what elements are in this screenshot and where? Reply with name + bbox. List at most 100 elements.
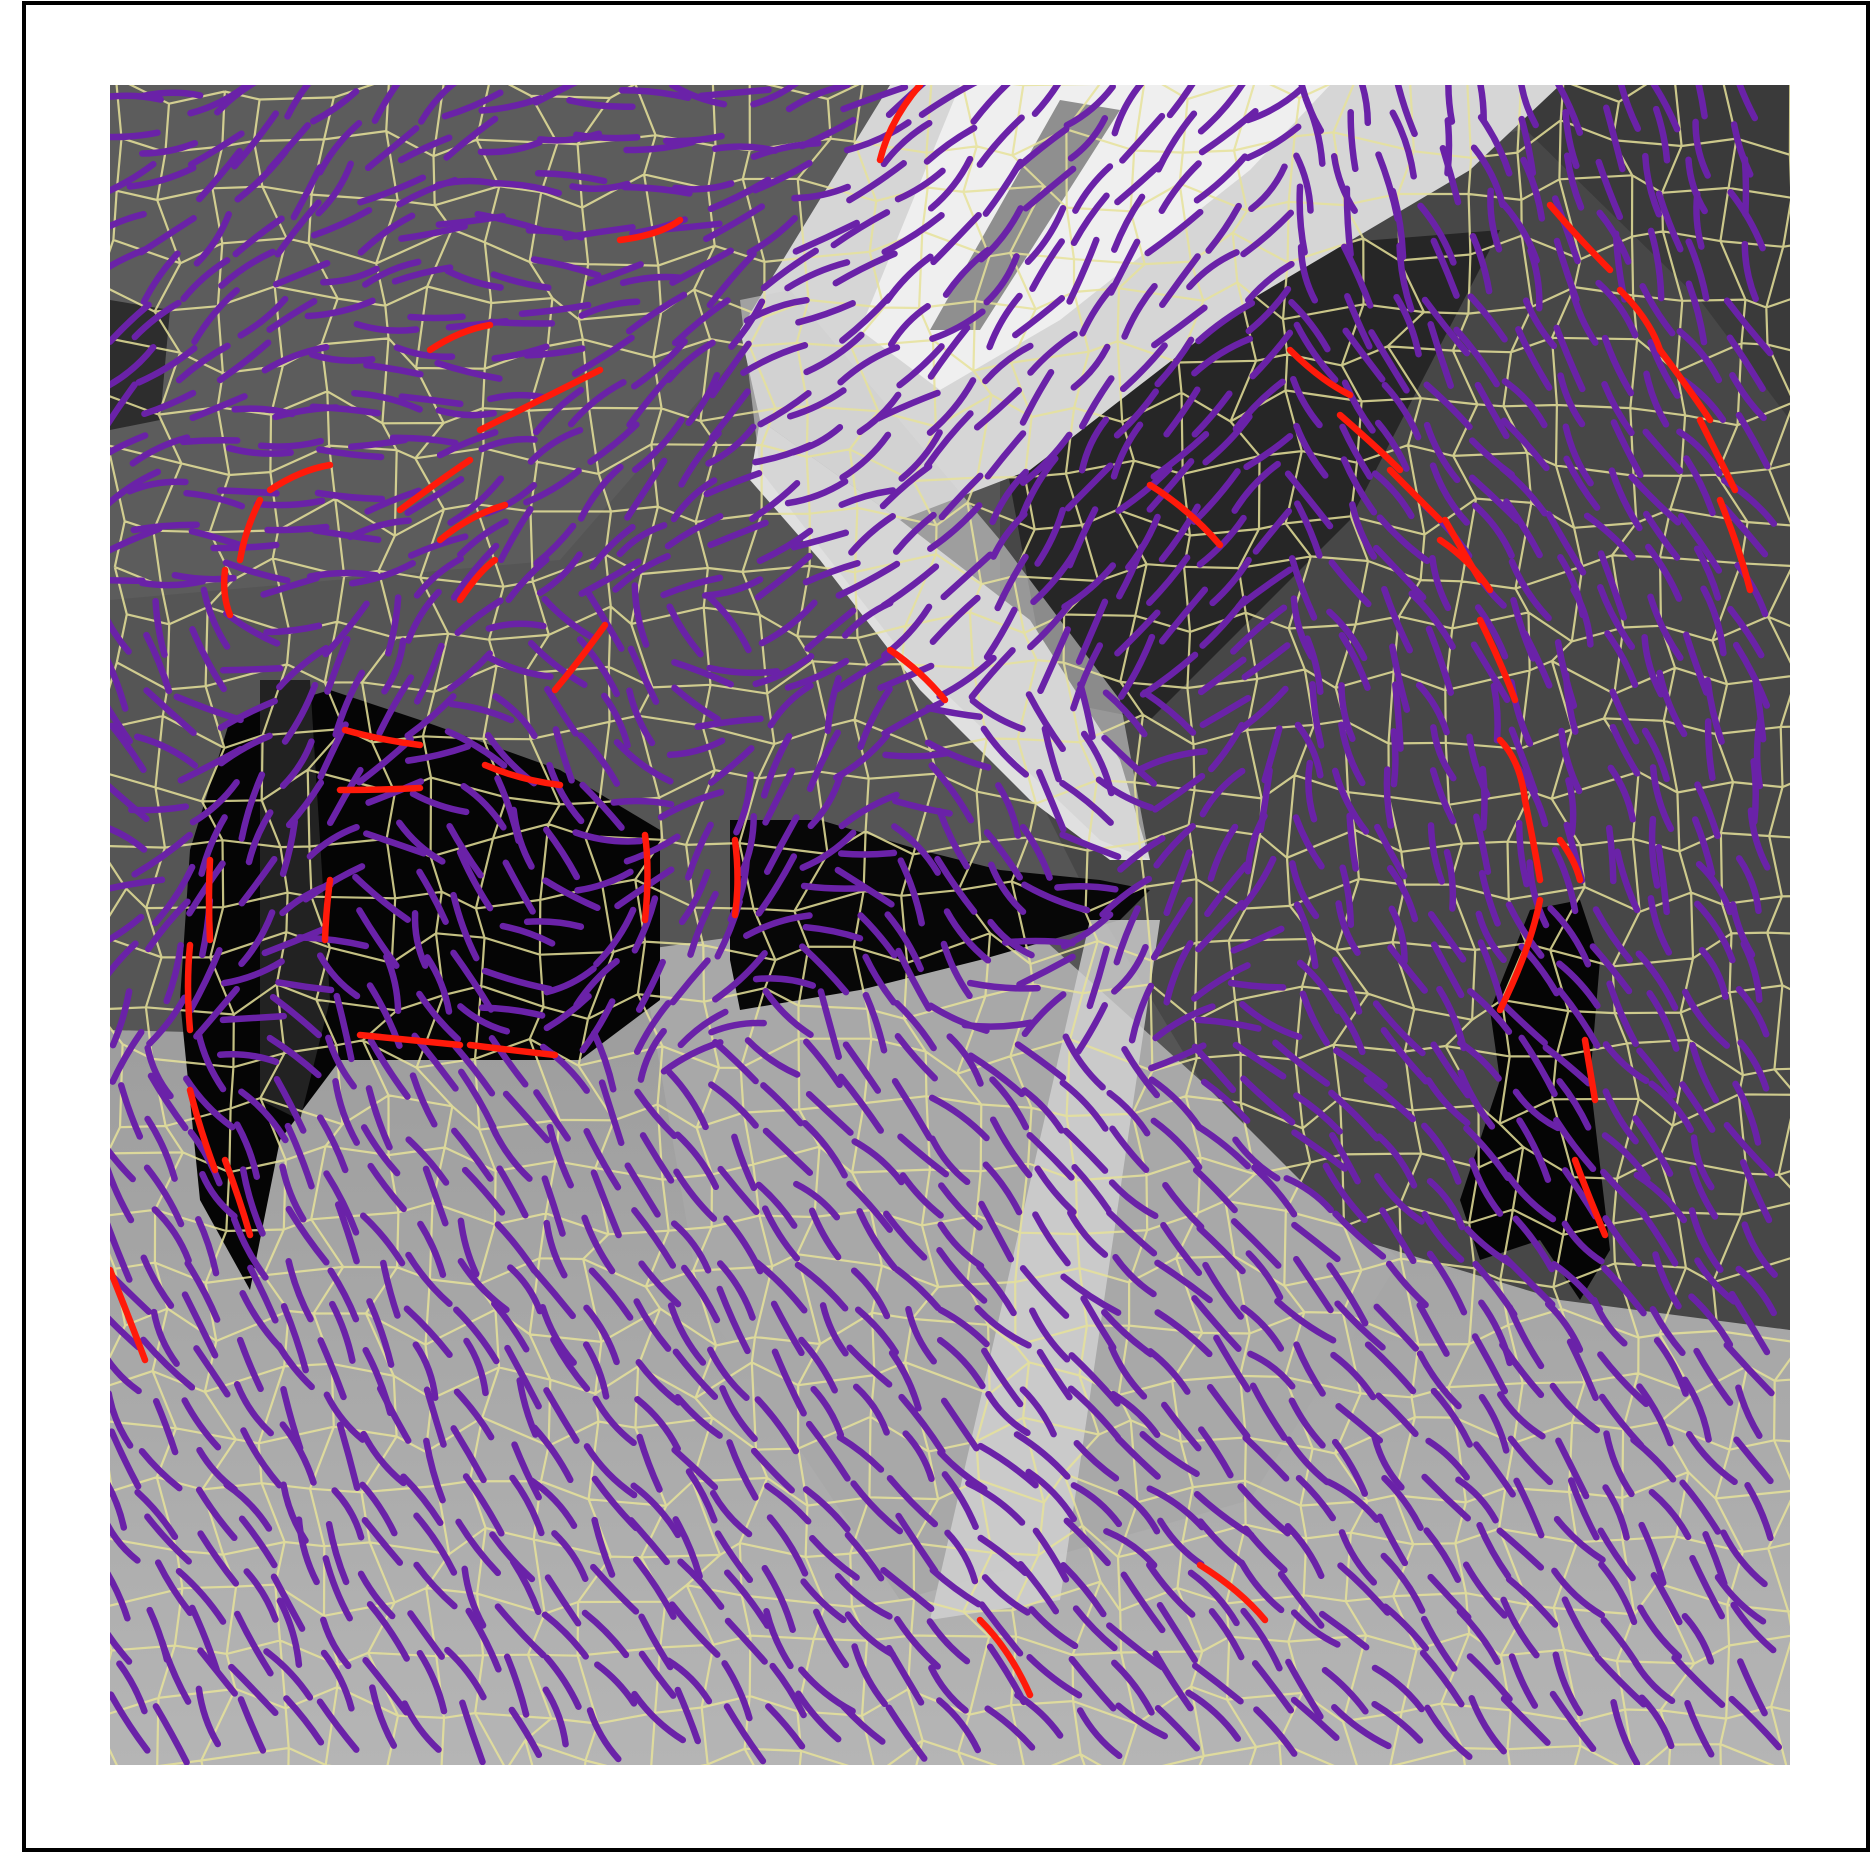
orientation-stroke	[1739, 1159, 1773, 1224]
highlight-stroke	[456, 556, 499, 604]
orientation-stroke	[936, 1247, 988, 1304]
orientation-stroke	[1562, 671, 1579, 735]
orientation-stroke	[416, 1649, 448, 1715]
orientation-stroke	[1242, 1434, 1290, 1482]
orientation-stroke	[1430, 1387, 1473, 1448]
orientation-stroke	[574, 868, 634, 894]
orientation-stroke	[1518, 85, 1539, 129]
orientation-stroke	[527, 640, 588, 688]
orientation-stroke	[184, 1260, 221, 1323]
orientation-stroke	[541, 1175, 566, 1237]
orientation-stroke	[1032, 1211, 1071, 1267]
orientation-stroke	[1249, 329, 1294, 380]
orientation-stroke	[1072, 1605, 1118, 1652]
highlight-stroke	[616, 216, 684, 244]
orientation-stroke	[453, 1306, 500, 1365]
orientation-stroke	[1427, 911, 1467, 963]
highlight-stroke	[266, 461, 334, 494]
orientation-stroke	[200, 586, 231, 650]
orientation-stroke	[365, 1085, 393, 1151]
orientation-stroke	[733, 771, 754, 836]
orientation-stroke	[918, 85, 978, 118]
orientation-stroke	[887, 303, 931, 348]
orientation-stroke	[744, 1037, 801, 1078]
orientation-stroke	[1694, 1257, 1738, 1305]
orientation-stroke	[1521, 630, 1553, 689]
orientation-stroke	[1385, 1260, 1429, 1309]
orientation-stroke	[1059, 831, 1122, 860]
orientation-stroke	[462, 1473, 505, 1537]
orientation-stroke	[444, 267, 504, 291]
orientation-stroke	[263, 622, 323, 636]
orientation-stroke	[766, 1514, 809, 1577]
orientation-stroke	[1457, 1069, 1496, 1130]
orientation-stroke	[1101, 734, 1158, 787]
orientation-stroke	[1416, 1301, 1450, 1357]
orientation-stroke	[1515, 326, 1553, 391]
orientation-stroke	[723, 1703, 767, 1765]
orientation-stroke	[1191, 1295, 1242, 1352]
orientation-stroke	[784, 478, 849, 507]
orientation-stroke	[631, 1207, 677, 1269]
orientation-stroke	[147, 1072, 189, 1132]
orientation-stroke	[1294, 721, 1324, 779]
orientation-stroke	[1689, 1165, 1719, 1220]
orientation-stroke	[1649, 764, 1675, 833]
orientation-stroke	[844, 1531, 885, 1582]
orientation-stroke	[1185, 1689, 1242, 1742]
orientation-stroke	[1186, 249, 1240, 291]
orientation-stroke	[1516, 1117, 1552, 1183]
orientation-stroke	[448, 700, 515, 724]
orientation-stroke	[1109, 1390, 1161, 1438]
orientation-stroke	[896, 343, 945, 389]
orientation-stroke	[927, 155, 974, 212]
orientation-stroke	[450, 949, 495, 1013]
orientation-stroke	[280, 1303, 309, 1374]
orientation-stroke	[687, 890, 719, 958]
orientation-stroke	[1251, 1164, 1298, 1218]
orientation-stroke	[804, 607, 857, 652]
orientation-stroke	[762, 1127, 814, 1176]
orientation-stroke	[1340, 243, 1374, 309]
orientation-stroke	[195, 1486, 238, 1542]
orientation-stroke	[1066, 236, 1100, 305]
orientation-stroke	[1477, 114, 1513, 177]
orientation-stroke	[359, 1212, 406, 1267]
orientation-stroke	[1720, 1529, 1768, 1588]
orientation-stroke	[669, 247, 734, 286]
orientation-stroke	[1429, 462, 1470, 526]
orientation-stroke	[671, 659, 734, 688]
orientation-stroke	[1648, 1080, 1694, 1134]
orientation-stroke	[1335, 900, 1361, 956]
orientation-stroke	[1643, 370, 1670, 428]
orientation-stroke	[1237, 1483, 1291, 1537]
orientation-stroke	[1339, 423, 1374, 480]
orientation-stroke	[1551, 846, 1579, 915]
orientation-stroke	[990, 511, 1028, 560]
orientation-stroke	[1423, 421, 1461, 484]
orientation-stroke	[314, 489, 386, 503]
orientation-stroke	[792, 219, 860, 255]
orientation-stroke	[197, 1530, 240, 1587]
orientation-stroke	[1704, 677, 1725, 745]
orientation-stroke	[1338, 632, 1371, 691]
orientation-stroke	[1032, 1527, 1070, 1583]
orientation-stroke	[219, 1012, 287, 1024]
orientation-stroke	[457, 1003, 511, 1035]
orientation-stroke	[322, 1555, 353, 1622]
orientation-stroke	[1601, 334, 1635, 397]
orientation-stroke	[247, 1264, 279, 1324]
orientation-stroke	[1636, 1383, 1674, 1447]
orientation-stroke	[1075, 598, 1109, 665]
orientation-stroke	[1060, 911, 1114, 950]
orientation-stroke	[1728, 1695, 1783, 1751]
orientation-stroke	[1240, 209, 1295, 258]
orientation-stroke	[968, 647, 1016, 701]
orientation-stroke	[110, 1028, 145, 1085]
orientation-stroke	[1443, 848, 1457, 912]
orientation-stroke	[1688, 1293, 1734, 1348]
orientation-stroke	[216, 339, 272, 384]
orientation-stroke	[238, 855, 278, 907]
orientation-stroke	[110, 940, 139, 977]
orientation-stroke	[795, 1690, 842, 1743]
